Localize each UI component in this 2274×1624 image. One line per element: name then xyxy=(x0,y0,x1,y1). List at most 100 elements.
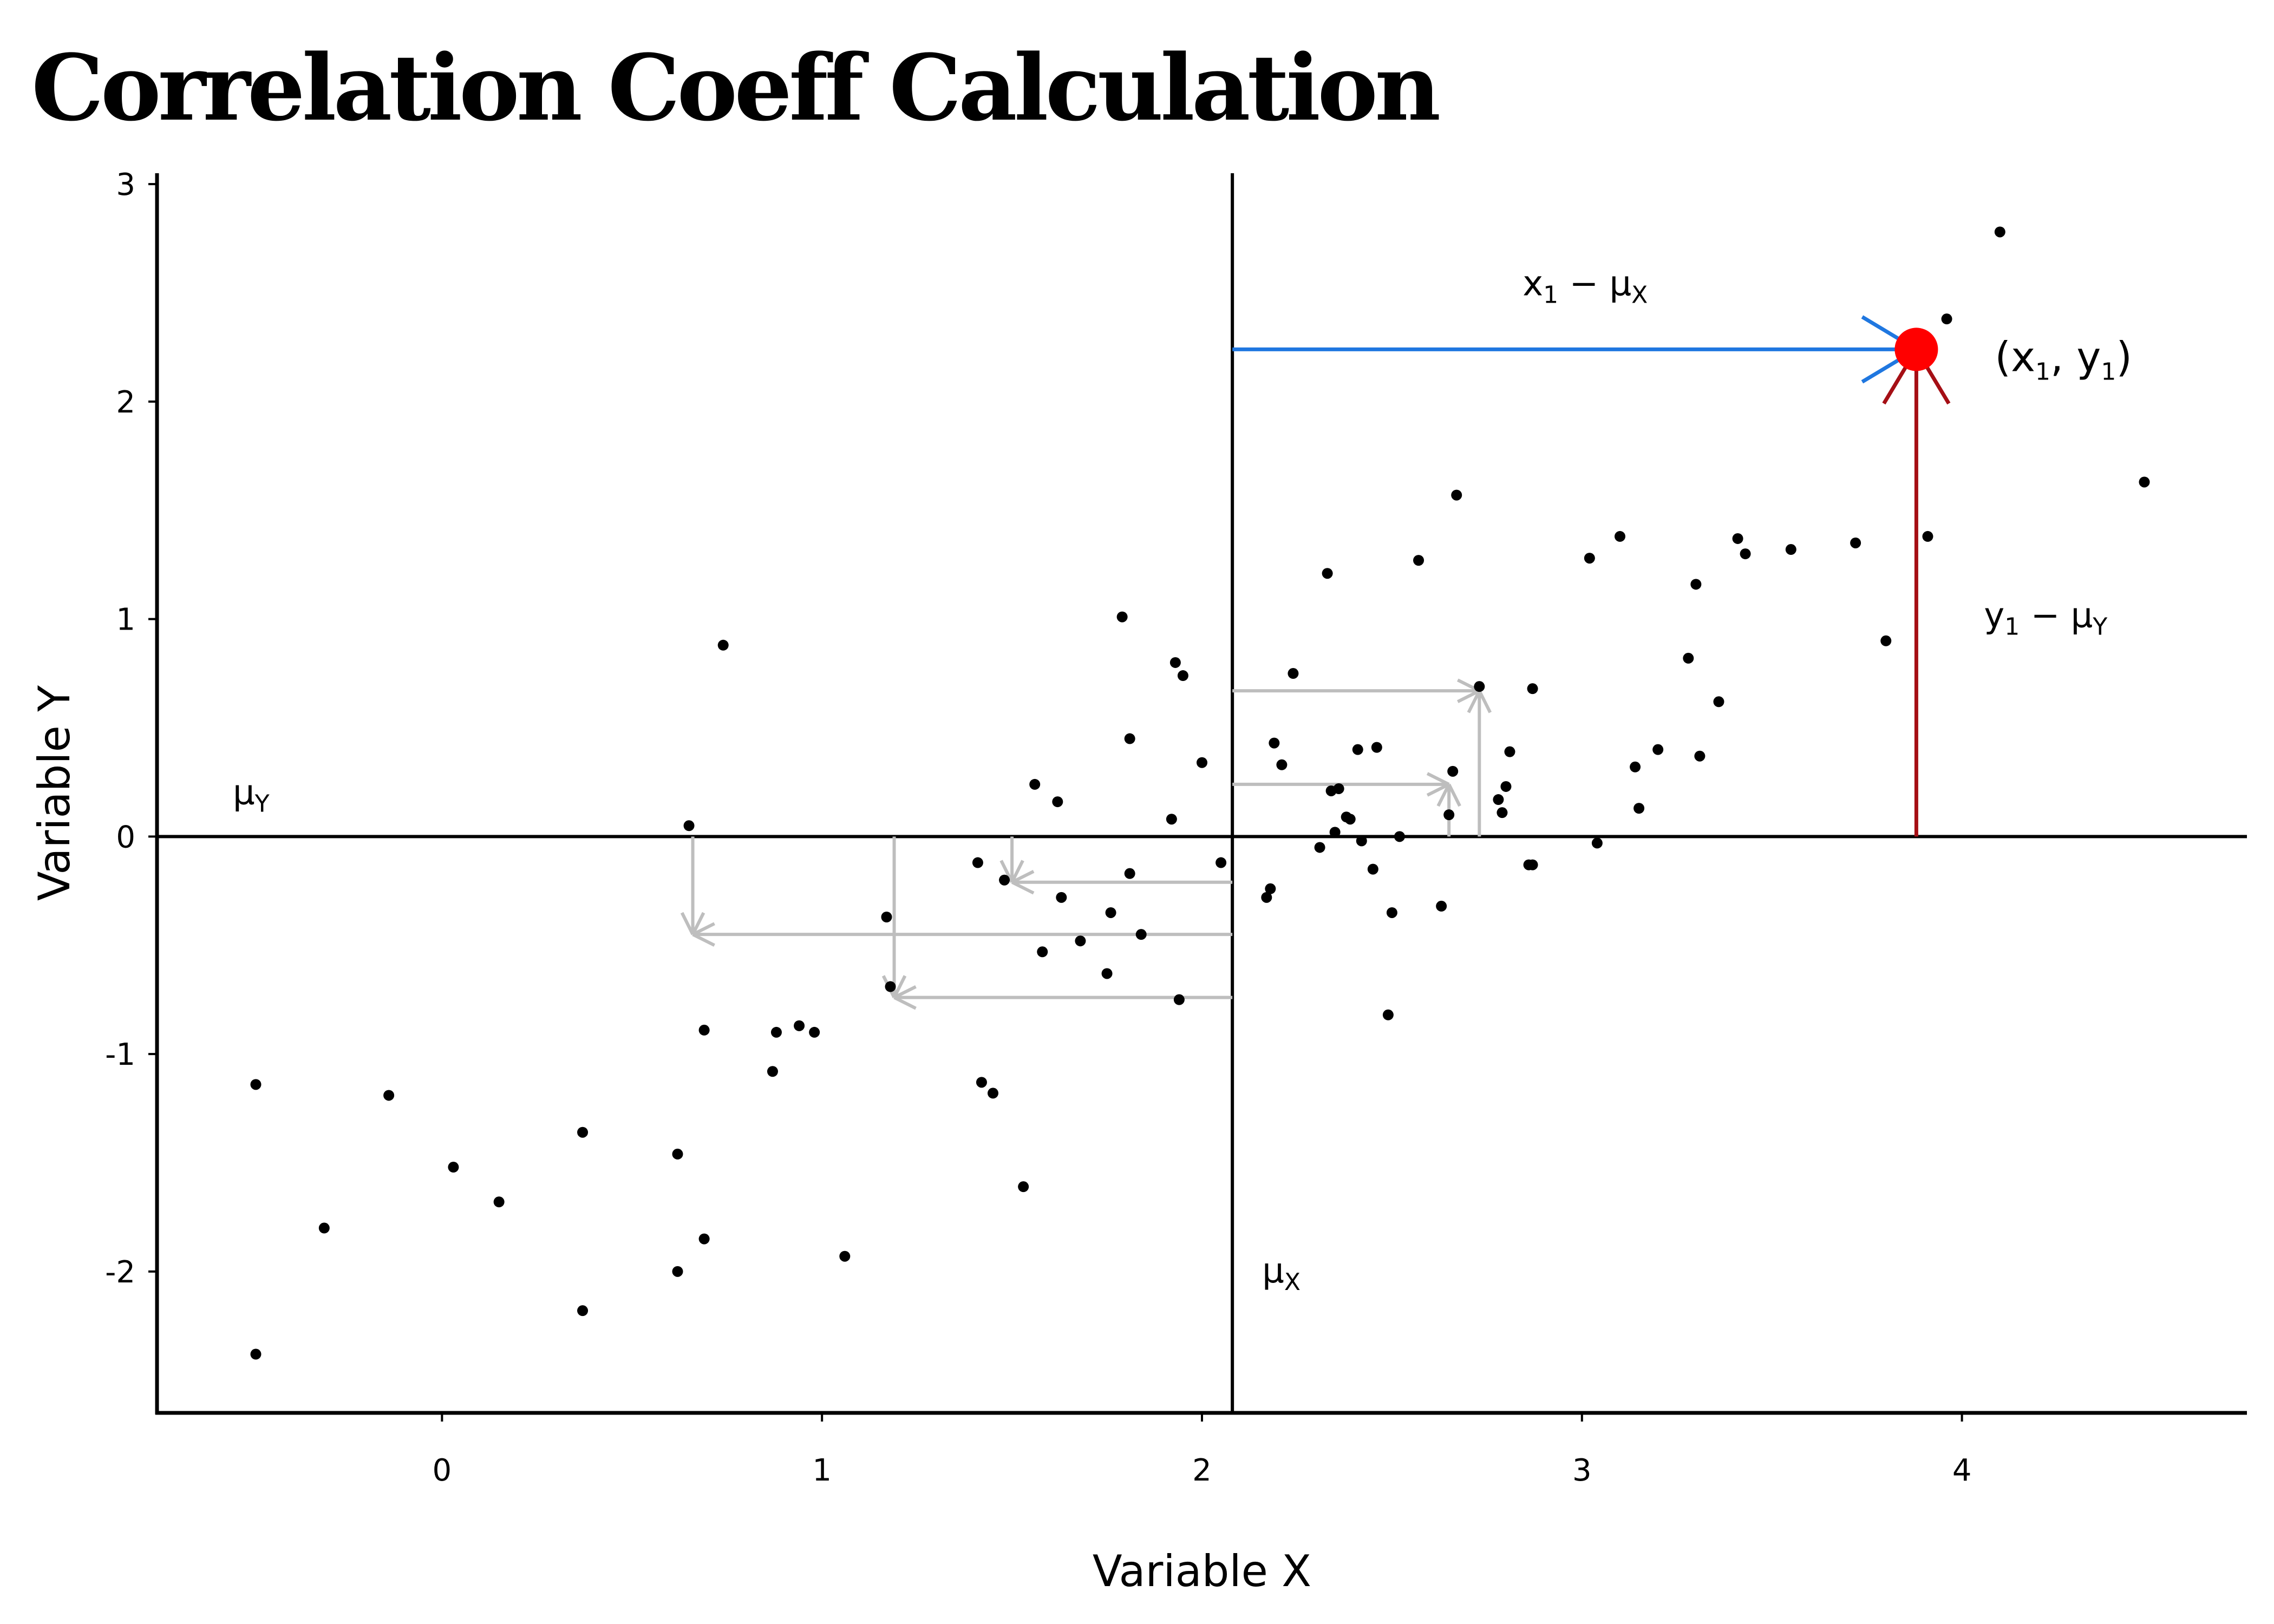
data-point xyxy=(976,1077,987,1088)
data-point xyxy=(1474,681,1485,692)
data-point xyxy=(1056,892,1067,903)
example-arrowhead xyxy=(1426,772,1450,786)
data-points xyxy=(250,226,2150,1360)
highlight-point-label-part: 1 xyxy=(2101,358,2116,385)
mean-y-label: μY xyxy=(233,772,270,817)
data-point xyxy=(577,1305,589,1317)
data-point xyxy=(1352,744,1363,755)
data-point xyxy=(1169,657,1181,668)
highlight-point-label-part: , xyxy=(2050,332,2076,381)
data-point xyxy=(767,1066,778,1077)
data-point xyxy=(1124,868,1135,879)
x-axis-title: Variable X xyxy=(1093,1546,1311,1596)
data-point xyxy=(683,820,695,831)
data-point xyxy=(1922,531,1933,542)
data-point xyxy=(1356,835,1367,847)
mean-x-label-base: μ xyxy=(1262,1251,1284,1291)
data-point xyxy=(809,1026,820,1038)
data-point xyxy=(1322,568,1333,579)
data-point xyxy=(1413,555,1424,566)
data-point xyxy=(1029,778,1041,790)
data-point xyxy=(1493,794,1504,806)
highlight-group xyxy=(1232,315,1951,837)
data-point xyxy=(1633,803,1645,814)
mean-x-label: μX xyxy=(1262,1251,1301,1296)
example-arrowhead xyxy=(692,933,715,947)
deviation-x-label-part: − μ xyxy=(1558,264,1631,304)
data-point xyxy=(1288,668,1299,679)
example-arrowhead xyxy=(1478,690,1492,713)
mean-y-label-sub: Y xyxy=(254,790,270,817)
example-arrowhead xyxy=(1011,881,1035,895)
data-point xyxy=(1371,742,1382,753)
data-point xyxy=(1500,781,1512,792)
data-point xyxy=(1276,759,1288,770)
deviation-x-label-part: 1 xyxy=(1543,281,1558,309)
example-arrowhead xyxy=(1011,870,1035,884)
data-point xyxy=(839,1250,851,1262)
highlight-point-label: (x1, y1) xyxy=(1995,332,2132,385)
x-tick-label: 3 xyxy=(1572,1453,1592,1488)
data-point xyxy=(1105,907,1116,918)
data-point xyxy=(1880,635,1892,646)
data-point xyxy=(493,1196,505,1208)
guide-lines xyxy=(157,173,2247,1413)
example-arrowhead xyxy=(692,922,715,936)
chart-title: Correlation Coeff Calculation xyxy=(31,34,1441,141)
data-point xyxy=(1265,883,1276,894)
data-point xyxy=(1037,946,1048,958)
data-point xyxy=(383,1090,395,1101)
data-point xyxy=(1683,652,1694,664)
deviation-y-label-part: 1 xyxy=(2004,613,2020,641)
data-point xyxy=(1075,935,1086,947)
data-point xyxy=(2139,476,2150,488)
deviation-x-label-part: x xyxy=(1522,264,1543,304)
y-tick-label: 3 xyxy=(116,167,135,202)
data-point xyxy=(1018,1181,1029,1193)
data-point xyxy=(1591,837,1603,849)
data-point xyxy=(1497,807,1508,818)
data-point xyxy=(1173,994,1185,1005)
data-point xyxy=(1216,857,1227,868)
data-point xyxy=(698,1233,710,1245)
data-point xyxy=(1732,533,1743,544)
y-tick-label: -1 xyxy=(105,1037,135,1072)
data-point xyxy=(794,1020,805,1031)
example-arrowhead xyxy=(893,985,917,999)
data-point xyxy=(577,1127,589,1138)
example-arrowhead xyxy=(892,975,907,998)
data-point xyxy=(1135,929,1147,940)
x-tick-label: 1 xyxy=(812,1453,832,1488)
data-point xyxy=(1785,544,1796,555)
data-point xyxy=(1367,863,1378,875)
y-tick-label: 2 xyxy=(116,385,135,420)
data-point xyxy=(1101,968,1113,979)
deviation-x-label-part: X xyxy=(1631,281,1648,309)
example-arrowhead xyxy=(1456,689,1480,703)
deviation-y-label-part: Y xyxy=(2092,613,2107,641)
highlight-point-label-part: 1 xyxy=(2035,358,2050,385)
data-point xyxy=(1386,907,1397,918)
mean-x-label-sub: X xyxy=(1284,1268,1301,1296)
example-arrowhead xyxy=(1467,690,1481,713)
x-tick-label: 2 xyxy=(1192,1453,1212,1488)
data-point xyxy=(988,1088,998,1099)
data-point xyxy=(1630,761,1641,772)
data-point xyxy=(885,981,896,992)
data-point xyxy=(250,1079,262,1090)
data-point xyxy=(1436,900,1447,912)
data-point xyxy=(1314,842,1325,853)
data-point xyxy=(1850,537,1861,548)
example-arrowhead xyxy=(893,996,917,1010)
data-point xyxy=(1504,746,1515,757)
data-point xyxy=(1941,313,1952,325)
example-arrowhead xyxy=(1426,783,1450,797)
deviation-x-label: x1 − μX xyxy=(1522,264,1648,309)
data-point xyxy=(1994,226,2005,238)
data-point xyxy=(1177,670,1188,682)
highlight-point-label-part: y xyxy=(2076,332,2101,381)
axes: 0 1 2 3 4 -2 -1 0 1 2 3 Variable X Variable Y xyxy=(29,167,2247,1596)
highlighted-point xyxy=(1894,328,1938,371)
data-point xyxy=(999,874,1010,886)
data-point xyxy=(1124,733,1135,744)
